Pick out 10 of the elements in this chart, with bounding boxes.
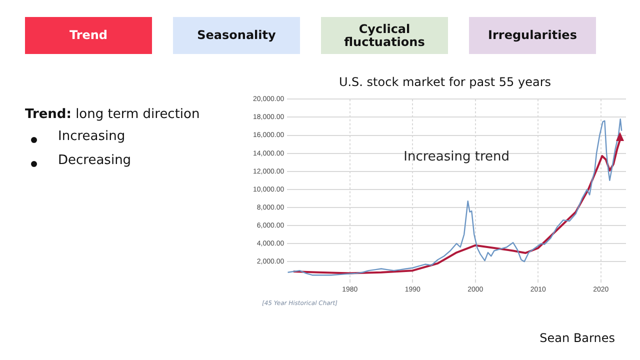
chart-title: U.S. stock market for past 55 years bbox=[338, 75, 552, 89]
text: Cyclical fluctuations bbox=[321, 17, 448, 54]
text: Decreasing bbox=[58, 153, 132, 168]
annotation: Increasing trend bbox=[404, 150, 510, 165]
text: Trend: long term direction bbox=[25, 107, 200, 122]
text: Irregularities bbox=[469, 17, 596, 54]
text: Sean Barnes bbox=[540, 331, 615, 345]
text: Increasing bbox=[58, 129, 126, 144]
text: Trend bbox=[25, 17, 152, 54]
text: Seasonality bbox=[173, 17, 300, 54]
